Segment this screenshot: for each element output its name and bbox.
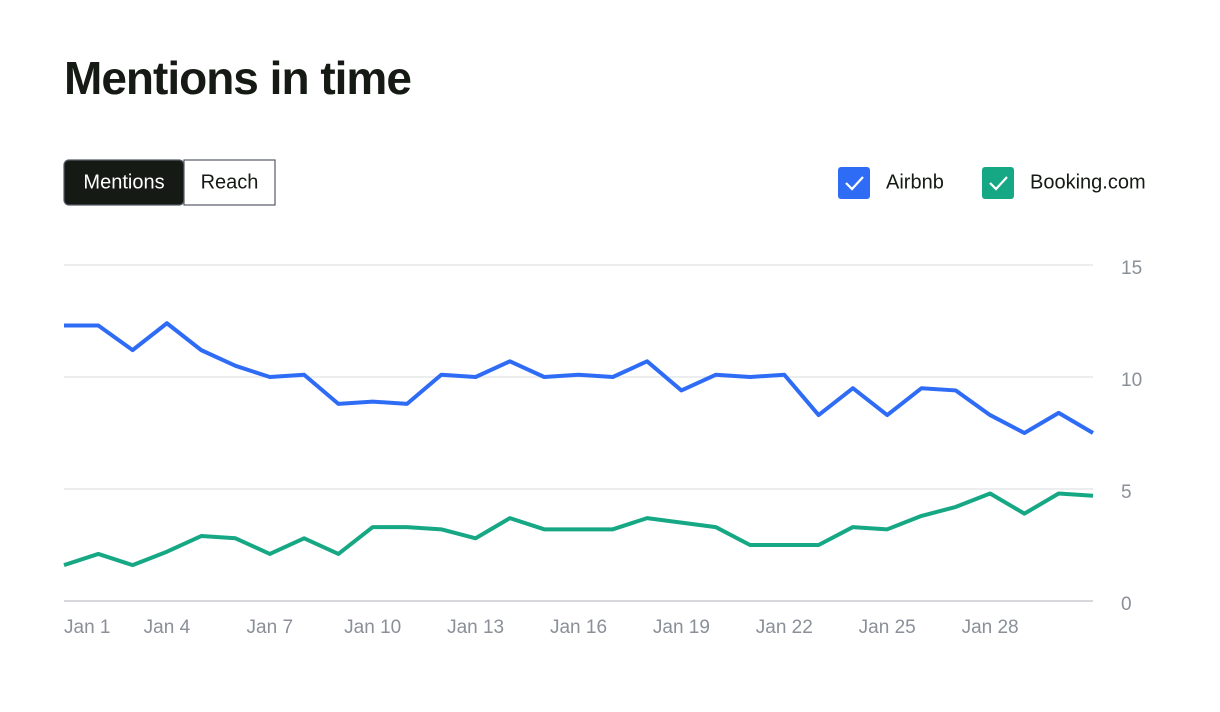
series-line: [63, 491, 1094, 568]
toggle-label: Mentions: [83, 171, 164, 193]
chart-title: Mentions in time: [64, 52, 411, 104]
y-tick-label: 5: [1121, 482, 1132, 503]
x-tick-label: Jan 19: [653, 617, 710, 638]
x-tick-label: Jan 16: [550, 617, 607, 638]
legend-label: Airbnb: [886, 171, 944, 193]
x-tick-label: Jan 28: [962, 617, 1019, 638]
y-tick-label: 10: [1121, 370, 1142, 391]
x-tick-label: Jan 1: [64, 617, 110, 638]
toggle-label: Reach: [201, 171, 259, 193]
legend-checkbox[interactable]: [982, 167, 1014, 199]
x-tick-label: Jan 4: [144, 617, 191, 638]
legend-check: [845, 176, 864, 191]
x-tick-label: Jan 25: [859, 617, 916, 638]
legend-check: [989, 176, 1008, 191]
x-tick-label: Jan 10: [344, 617, 401, 638]
y-tick-label: 0: [1121, 594, 1132, 615]
x-tick-label: Jan 13: [447, 617, 504, 638]
y-tick-label: 15: [1121, 258, 1142, 279]
x-tick-label: Jan 22: [756, 617, 813, 638]
toggle-button[interactable]: [183, 159, 276, 206]
legend-checkbox[interactable]: [838, 167, 870, 199]
legend-label: Booking.com: [1030, 171, 1146, 193]
series-line: [64, 321, 1095, 435]
x-tick-label: Jan 7: [247, 617, 293, 638]
